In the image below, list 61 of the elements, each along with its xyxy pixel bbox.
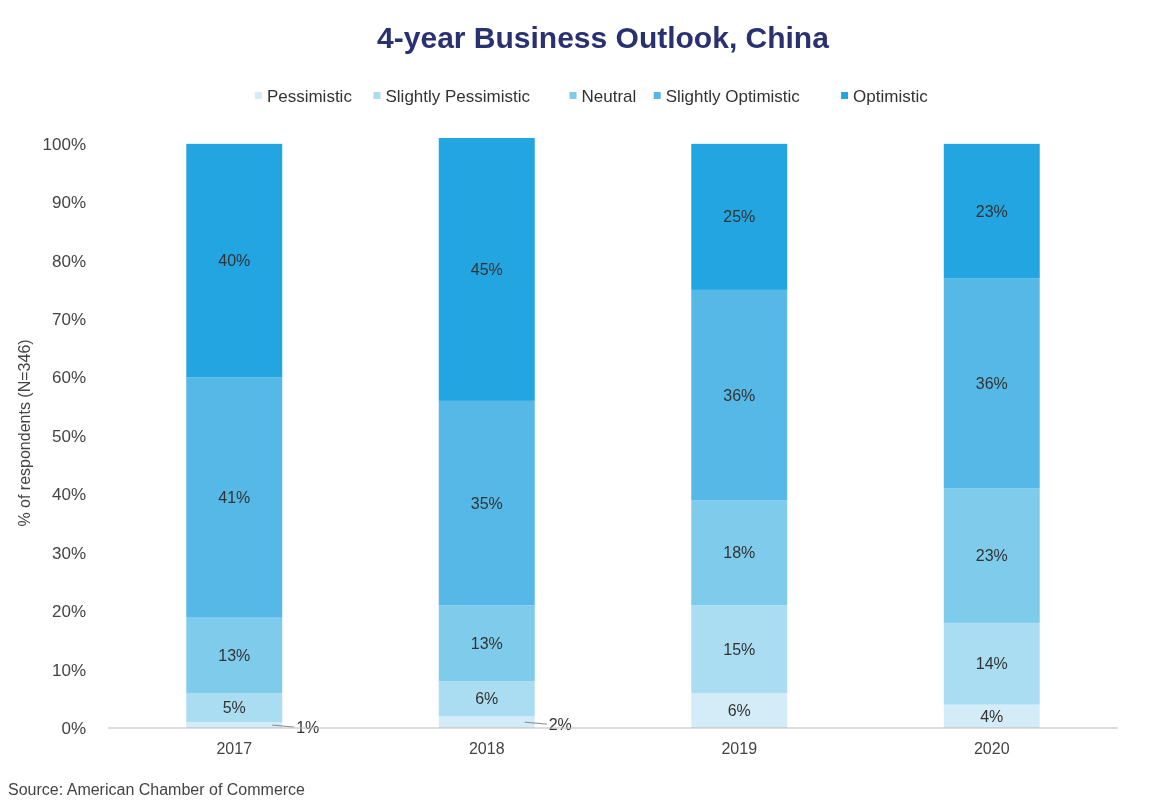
data-label: 13%	[470, 634, 503, 652]
bar	[438, 681, 535, 717]
bar	[943, 143, 1040, 279]
legend-label: Slightly Pessimistic	[385, 86, 531, 106]
data-label: 15%	[723, 640, 756, 658]
y-tick-label: 10%	[51, 660, 86, 680]
x-tick-label: 2020	[973, 740, 1010, 757]
bar	[186, 143, 283, 378]
bar	[943, 622, 1040, 705]
bar	[438, 716, 535, 728]
y-tick-label: 0%	[61, 718, 86, 738]
y-tick-label: 30%	[51, 543, 86, 563]
y-tick-label: 40%	[51, 485, 86, 505]
y-tick-label: 70%	[51, 310, 86, 330]
bar	[186, 617, 283, 693]
bar	[943, 278, 1040, 489]
bar	[691, 143, 788, 290]
y-tick-label: 50%	[51, 426, 86, 446]
data-label: 25%	[723, 208, 756, 226]
data-label: 14%	[975, 655, 1008, 673]
data-label: 35%	[470, 494, 503, 512]
legend-label: Slightly Optimistic	[665, 86, 801, 106]
legend-label: Pessimistic	[266, 86, 353, 106]
y-tick-label: 20%	[51, 602, 86, 622]
data-label: 45%	[470, 261, 503, 279]
data-label: 1%	[296, 718, 320, 736]
y-tick-label: 90%	[51, 193, 86, 213]
x-tick-label: 2017	[216, 740, 253, 757]
bar	[438, 605, 535, 682]
x-tick-label: 2018	[468, 740, 505, 757]
bar	[438, 400, 535, 606]
data-label: 23%	[975, 547, 1008, 565]
x-tick-label: 2019	[721, 740, 758, 757]
data-label: 41%	[218, 488, 251, 506]
source-note: Source: American Chamber of Commerce	[8, 781, 306, 798]
data-label: 6%	[475, 690, 499, 708]
y-tick-label: 60%	[51, 368, 86, 388]
bar	[691, 289, 788, 501]
bar	[186, 377, 283, 618]
data-label: 5%	[222, 699, 246, 717]
bar	[438, 138, 535, 401]
y-axis-title: % of respondents (N=346)	[16, 339, 33, 527]
chart-title: 4-year Business Outlook, China	[377, 21, 830, 54]
bar	[943, 488, 1040, 623]
data-label: 4%	[980, 707, 1004, 725]
legend-label: Neutral	[581, 86, 637, 106]
data-label: 40%	[218, 252, 251, 270]
bar	[691, 500, 788, 606]
y-tick-label: 100%	[42, 134, 86, 154]
data-label: 13%	[218, 646, 251, 664]
data-label: 23%	[975, 202, 1008, 220]
bar	[691, 692, 788, 728]
data-label: 36%	[723, 386, 756, 404]
data-label: 6%	[727, 702, 751, 720]
data-label: 2%	[548, 715, 572, 733]
bar	[186, 692, 283, 723]
legend-label: Optimistic	[853, 86, 929, 106]
data-label: 36%	[975, 374, 1008, 392]
bar	[691, 605, 788, 693]
data-label: 18%	[723, 544, 756, 562]
y-tick-label: 80%	[51, 251, 86, 271]
